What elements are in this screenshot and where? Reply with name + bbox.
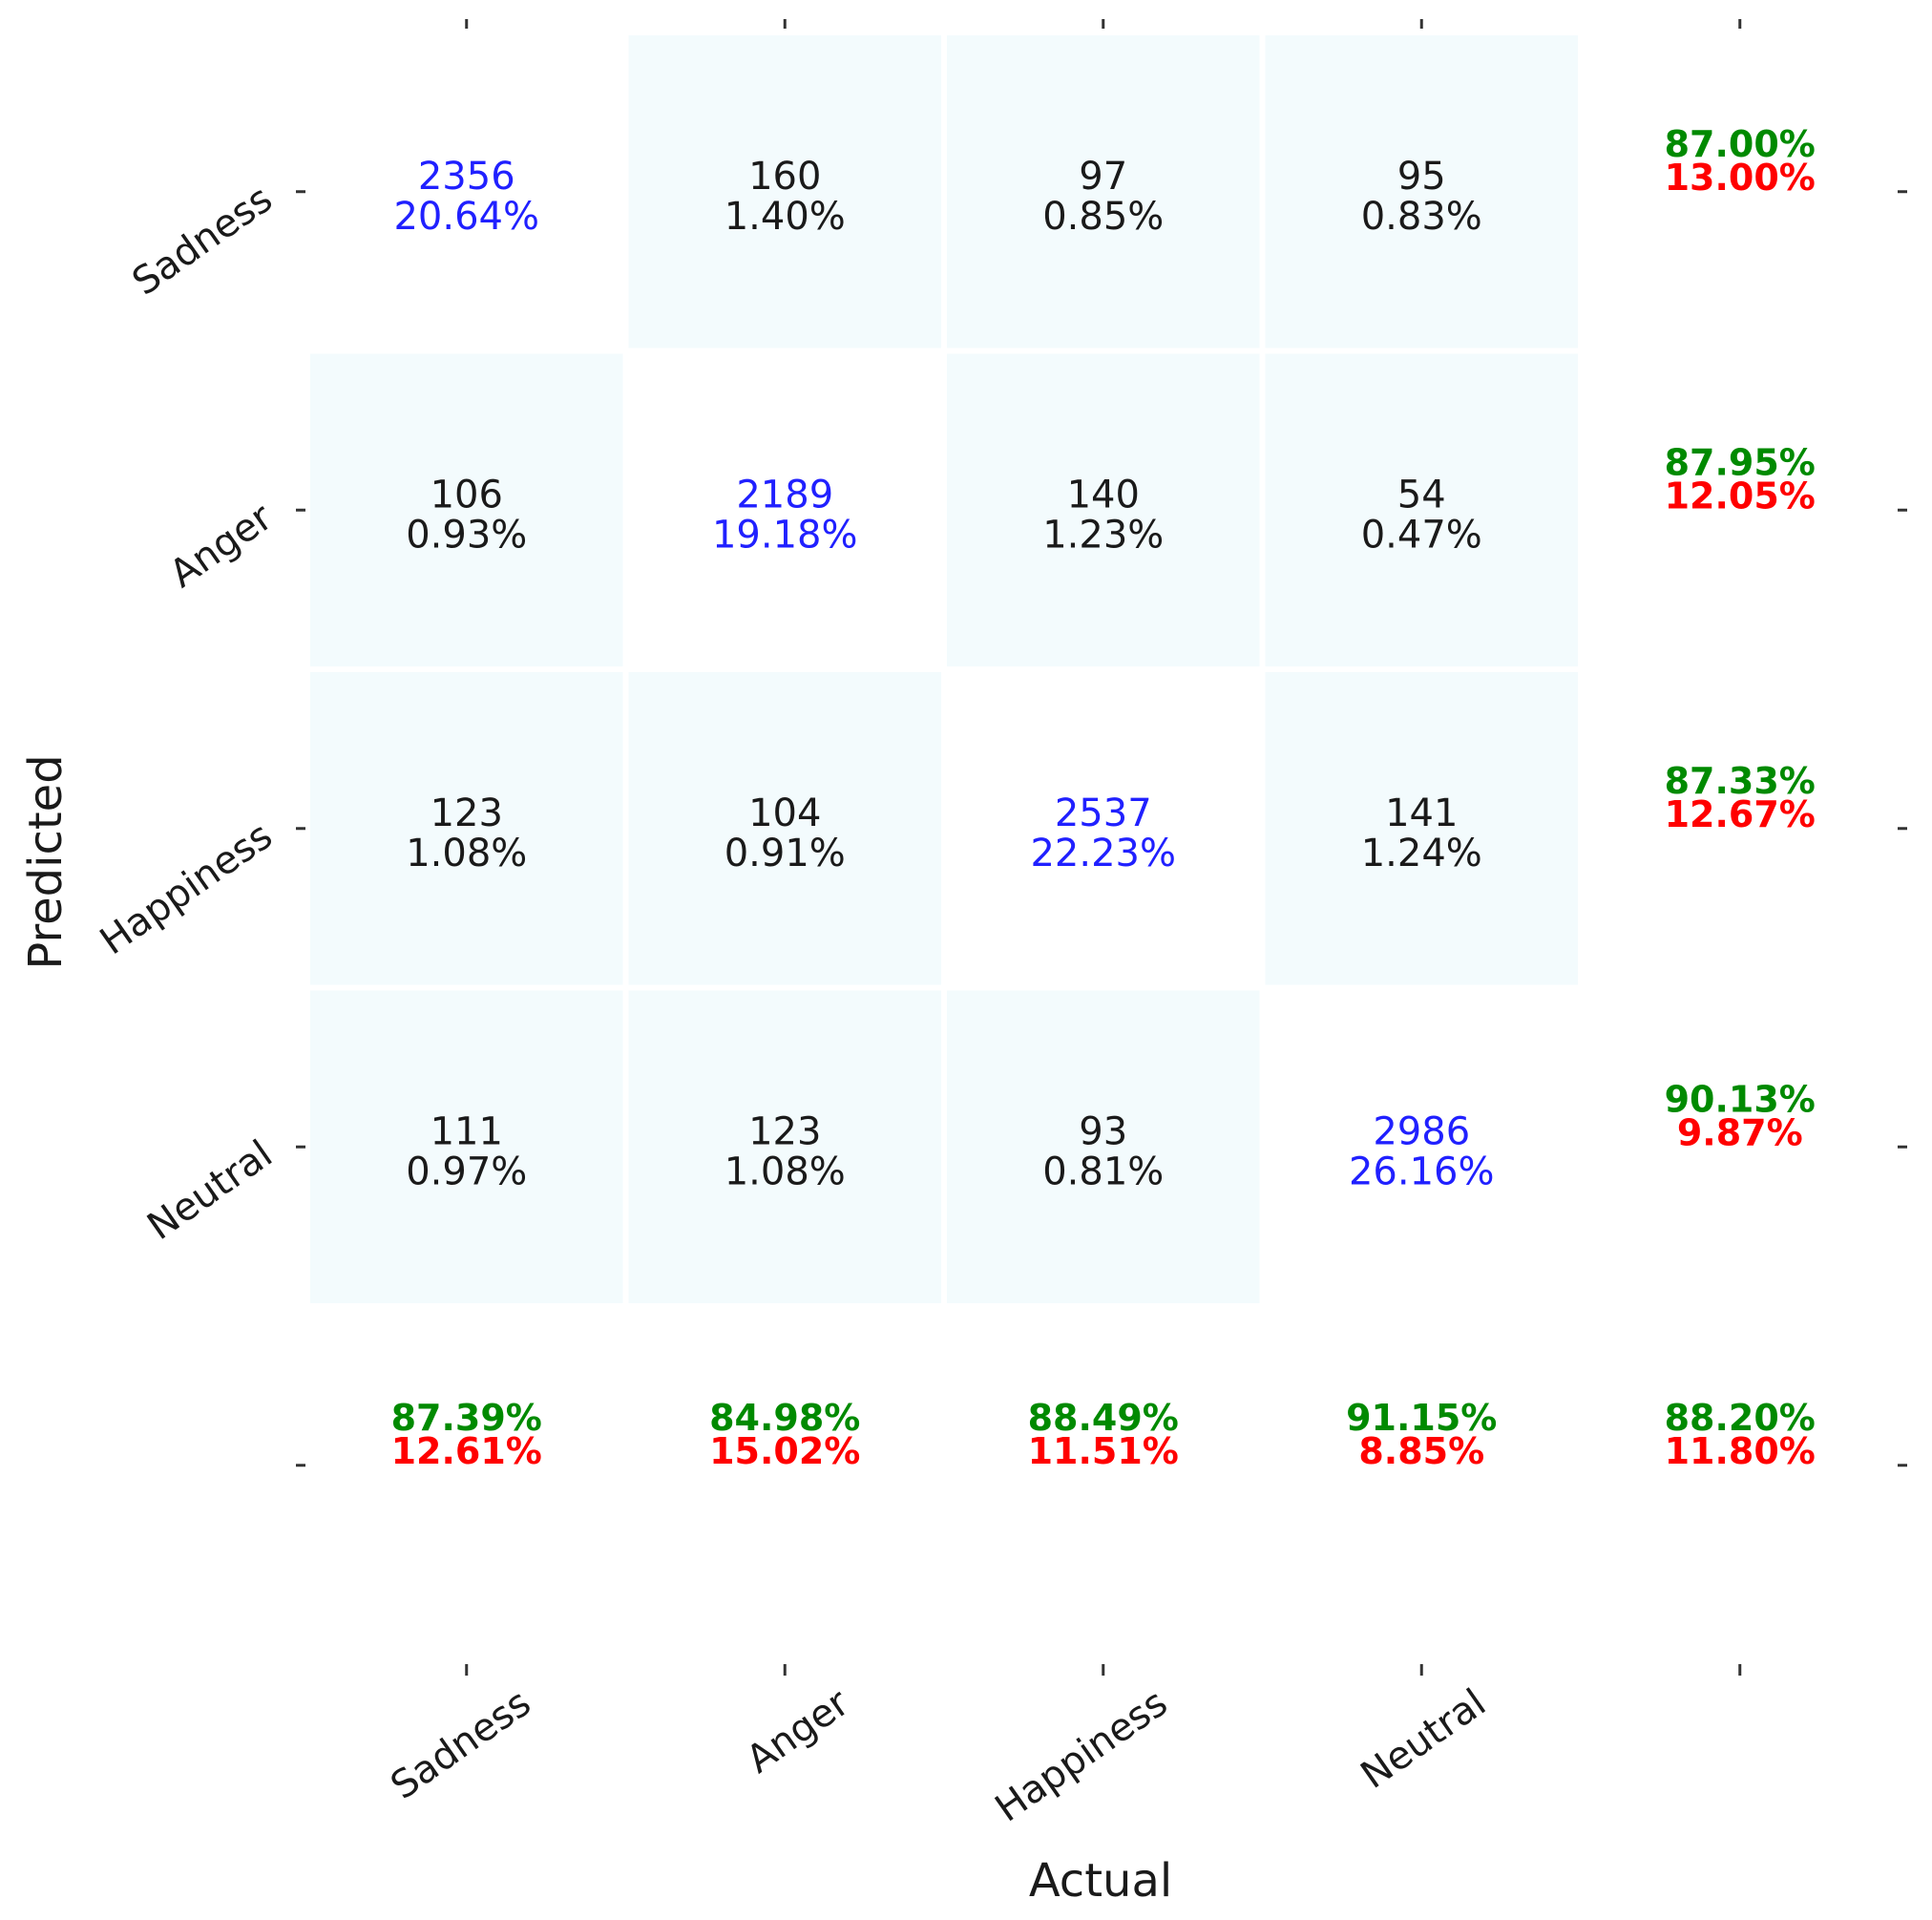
x-tick-label-sadness: Sadness [383,1681,538,1808]
cell-percent-0-3: 0.83% [1361,195,1482,239]
cell-percent-3-1: 1.08% [724,1150,846,1193]
matrix-cell-2-2 [947,672,1260,985]
cell-count-0-0: 2356 [418,155,515,199]
x-axis-title: Actual [1029,1854,1172,1908]
cell-count-1-0: 106 [430,473,503,517]
matrix-cell-1-1 [628,353,941,666]
overall-summary-error: 11.80% [1665,1430,1816,1472]
y-tick-label-happiness: Happiness [93,813,281,963]
matrix-cell-1-2 [947,353,1260,666]
row-summary-3-correct: 90.13% [1665,1078,1816,1120]
matrix-cell-1-0 [310,353,623,666]
row-summary-1-correct: 87.95% [1665,441,1816,483]
cell-count-2-0: 123 [430,791,503,835]
cell-count-3-0: 111 [430,1109,503,1153]
matrix-cell-2-1 [628,672,941,985]
cell-count-1-2: 140 [1067,473,1140,517]
cell-percent-3-2: 0.81% [1042,1150,1164,1193]
row-summary-0-correct: 87.00% [1665,123,1816,165]
col-summary-3-correct: 91.15% [1346,1397,1497,1439]
matrix-cell-0-1 [628,35,941,348]
y-tick-label-anger: Anger [162,495,281,596]
cell-count-2-3: 141 [1385,791,1458,835]
matrix-cell-0-0 [310,35,623,348]
x-tick-label-neutral: Neutral [1354,1681,1494,1798]
row-summary-1-error: 12.05% [1665,475,1816,517]
col-summary-0-error: 12.61% [391,1430,542,1472]
axis-ticks [296,19,1907,1676]
col-summary-1-error: 15.02% [709,1430,860,1472]
cell-count-0-3: 95 [1397,155,1446,199]
col-summary-2-error: 11.51% [1028,1430,1179,1472]
cell-percent-2-3: 1.24% [1361,832,1482,876]
y-axis-title: Predicted [19,754,73,969]
matrix-cell-2-0 [310,672,623,985]
y-tick-label-sadness: Sadness [125,177,281,304]
cell-percent-2-1: 0.91% [724,832,846,876]
matrix-cell-1-3 [1265,353,1578,666]
cell-count-0-2: 97 [1079,155,1127,199]
cell-percent-1-3: 0.47% [1361,513,1482,557]
cell-count-1-3: 54 [1397,473,1446,517]
matrix-cell-0-3 [1265,35,1578,348]
x-tick-label-happiness: Happiness [988,1681,1176,1831]
cell-percent-0-0: 20.64% [393,195,539,239]
col-summary-2-correct: 88.49% [1028,1397,1179,1439]
cell-percent-2-0: 1.08% [406,832,527,876]
matrix-cell-2-3 [1265,672,1578,985]
row-summary-0-error: 13.00% [1665,157,1816,199]
cell-percent-0-1: 1.40% [724,195,846,239]
col-summary-0-correct: 87.39% [391,1397,542,1439]
cell-count-3-1: 123 [748,1109,821,1153]
x-tick-label-anger: Anger [739,1680,857,1782]
cell-percent-2-2: 22.23% [1030,832,1176,876]
cell-count-1-1: 2189 [736,473,833,517]
cell-percent-3-0: 0.97% [406,1150,527,1193]
cell-count-3-3: 2986 [1373,1109,1470,1153]
cell-count-0-1: 160 [748,155,821,199]
cell-count-3-2: 93 [1079,1109,1127,1153]
matrix-cell-3-0 [310,990,623,1303]
cell-percent-3-3: 26.16% [1349,1150,1495,1193]
cell-percent-1-0: 0.93% [406,513,527,557]
col-summary-1-correct: 84.98% [709,1397,860,1439]
row-summary-3-error: 9.87% [1677,1111,1803,1153]
col-summary-3-error: 8.85% [1358,1430,1484,1472]
row-summary-2-error: 12.67% [1665,793,1816,835]
overall-summary-correct: 88.20% [1665,1397,1816,1439]
row-summary-2-correct: 87.33% [1665,760,1816,802]
cell-count-2-2: 2537 [1055,791,1152,835]
matrix-cell-0-2 [947,35,1260,348]
cell-percent-1-1: 19.18% [712,513,858,557]
cell-percent-0-2: 0.85% [1042,195,1164,239]
matrix-cell-3-1 [628,990,941,1303]
cell-percent-1-2: 1.23% [1042,513,1164,557]
cell-count-2-1: 104 [748,791,821,835]
y-tick-label-neutral: Neutral [139,1132,280,1249]
matrix-cell-3-2 [947,990,1260,1303]
matrix-cell-3-3 [1265,990,1578,1303]
